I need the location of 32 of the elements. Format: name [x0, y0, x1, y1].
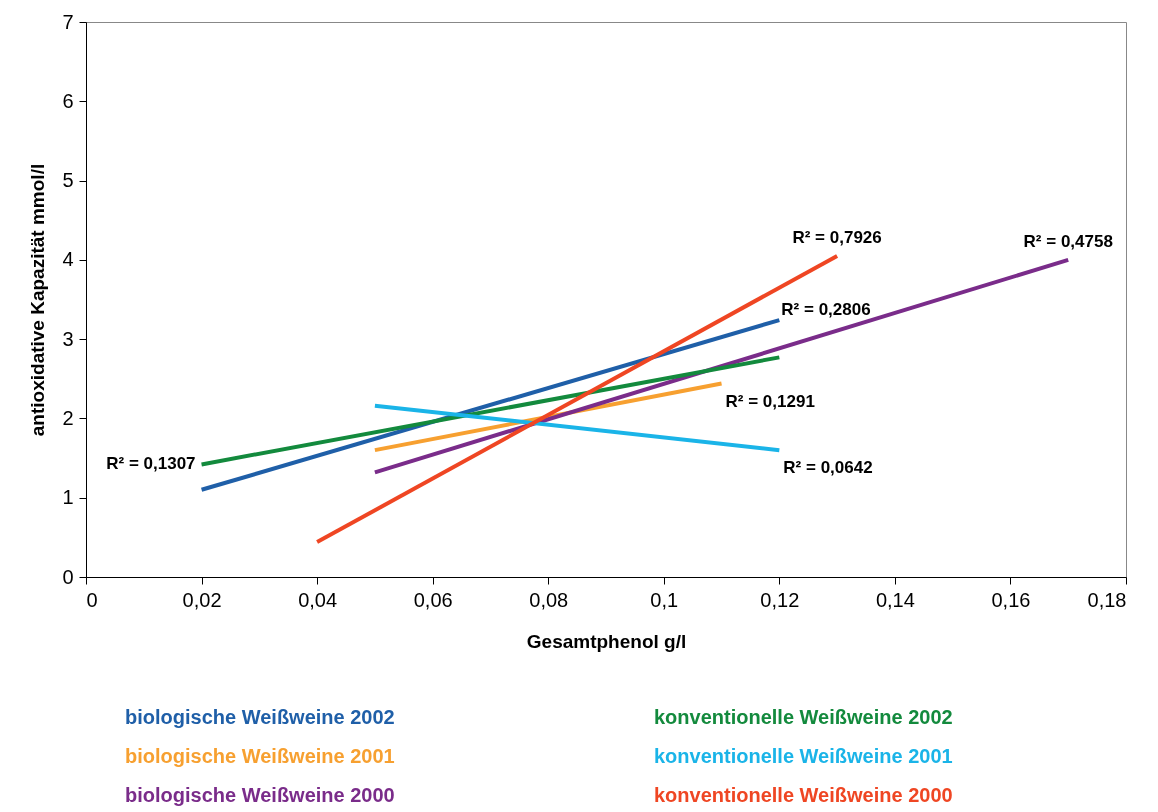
y-axis-title: antioxidative Kapazität mmol/l	[27, 163, 49, 437]
annotation: R² = 0,1291	[725, 391, 815, 411]
text: biologische Weißweine 2002	[125, 706, 395, 728]
x-tick-label: 0	[86, 588, 98, 611]
y-tick-label: 3	[62, 327, 74, 350]
x-tick-label: 0,08	[529, 588, 569, 611]
x-tick-label: 0,04	[298, 588, 338, 611]
y-tick-label: 1	[62, 486, 74, 509]
y-tick-label: 2	[62, 406, 74, 429]
y-tick-label: 6	[62, 89, 74, 112]
x-tick-label: 0,1	[650, 588, 679, 611]
y-tick-label: 4	[62, 248, 74, 271]
text: konventionelle Weißweine 2002	[654, 706, 953, 728]
x-tick-label: 0,18	[1087, 588, 1127, 611]
annotation: R² = 0,1307	[106, 454, 196, 474]
annotation: R² = 0,7926	[792, 227, 882, 247]
x-tick-label: 0,12	[760, 588, 800, 611]
text: biologische Weißweine 2001	[125, 745, 395, 767]
y-tick-label: 0	[62, 565, 74, 588]
x-tick-label: 0,14	[875, 588, 915, 611]
text: konventionelle Weißweine 2001	[654, 745, 953, 767]
annotation: R² = 0,0642	[783, 458, 873, 478]
x-tick-label: 0,02	[182, 588, 222, 611]
text: konventionelle Weißweine 2000	[654, 784, 953, 806]
x-tick-label: 0,06	[413, 588, 453, 611]
x-axis-title: Gesamtphenol g/l	[526, 630, 687, 652]
text: biologische Weißweine 2000	[125, 784, 395, 806]
y-tick-label: 7	[62, 10, 74, 33]
y-tick-label: 5	[62, 169, 74, 192]
annotation: R² = 0,4758	[1023, 231, 1113, 251]
x-tick-label: 0,16	[991, 588, 1031, 611]
annotation: R² = 0,2806	[781, 300, 871, 320]
